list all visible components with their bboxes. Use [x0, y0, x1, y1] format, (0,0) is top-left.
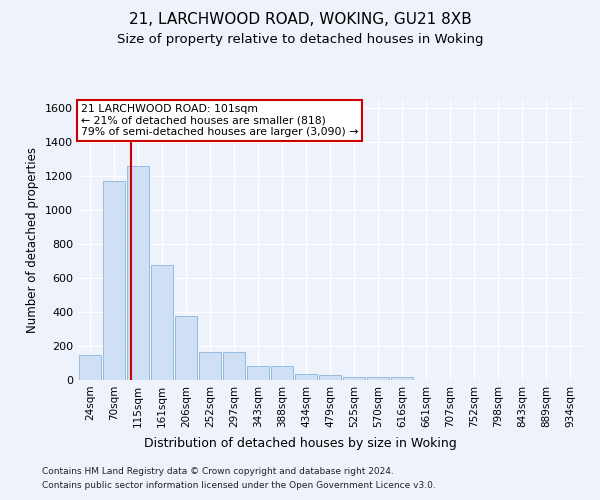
Bar: [223, 352, 245, 380]
Bar: [199, 352, 221, 380]
Bar: [247, 366, 269, 380]
Bar: [151, 264, 173, 380]
Text: Contains HM Land Registry data © Crown copyright and database right 2024.: Contains HM Land Registry data © Crown c…: [42, 468, 394, 476]
Bar: [367, 376, 389, 380]
Text: Size of property relative to detached houses in Woking: Size of property relative to detached ho…: [117, 32, 483, 46]
Bar: [175, 316, 197, 380]
Text: Contains public sector information licensed under the Open Government Licence v3: Contains public sector information licen…: [42, 481, 436, 490]
Bar: [103, 182, 125, 380]
Bar: [79, 354, 101, 380]
Y-axis label: Number of detached properties: Number of detached properties: [26, 147, 40, 333]
Text: 21, LARCHWOOD ROAD, WOKING, GU21 8XB: 21, LARCHWOOD ROAD, WOKING, GU21 8XB: [128, 12, 472, 28]
Text: Distribution of detached houses by size in Woking: Distribution of detached houses by size …: [143, 438, 457, 450]
Bar: [319, 375, 341, 380]
Bar: [343, 376, 365, 380]
Text: 21 LARCHWOOD ROAD: 101sqm
← 21% of detached houses are smaller (818)
79% of semi: 21 LARCHWOOD ROAD: 101sqm ← 21% of detac…: [80, 104, 358, 138]
Bar: [127, 166, 149, 380]
Bar: [391, 378, 413, 380]
Bar: [271, 366, 293, 380]
Bar: [295, 374, 317, 380]
